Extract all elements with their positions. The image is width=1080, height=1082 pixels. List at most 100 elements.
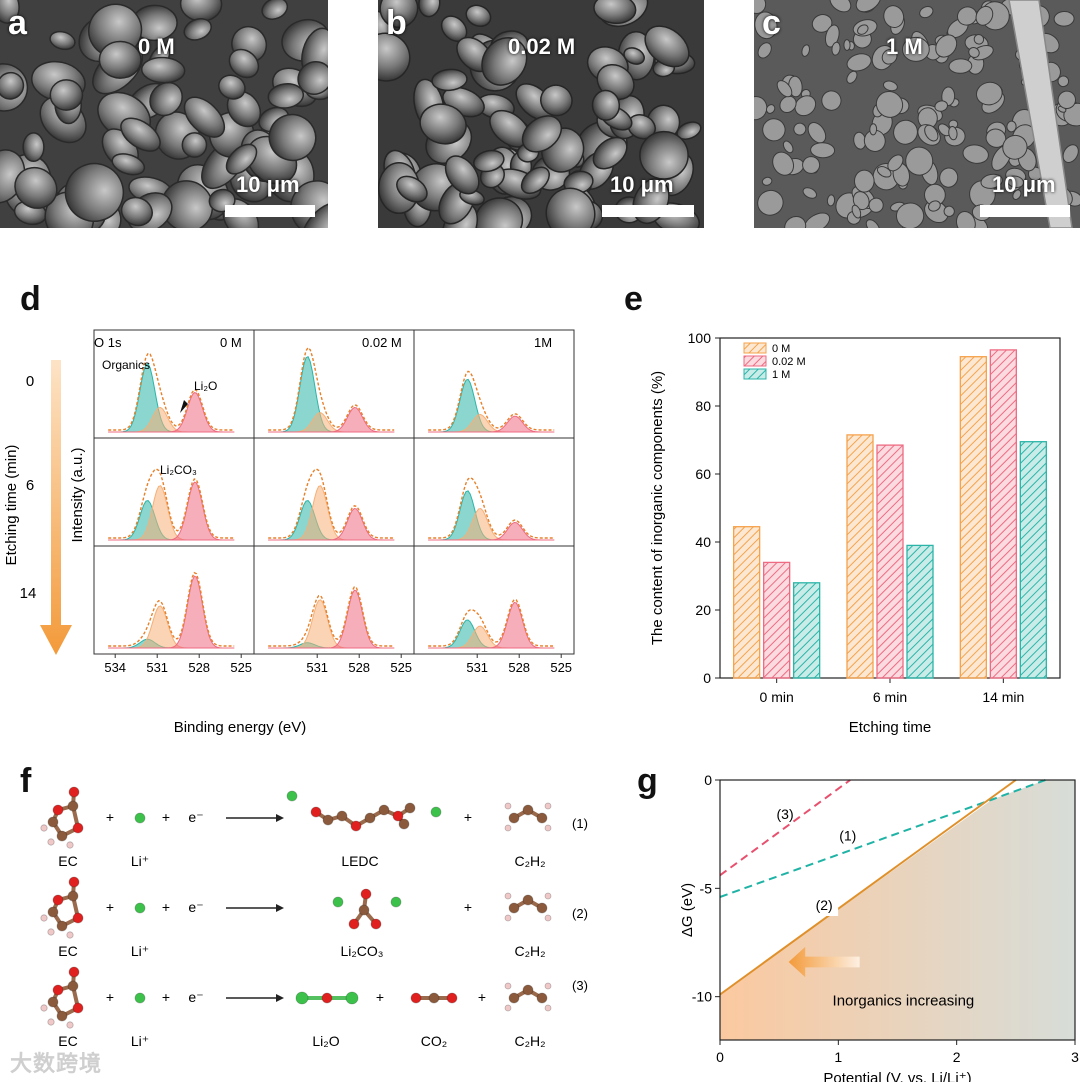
series-label: (2): [816, 897, 833, 913]
product-label: Li₂CO₃: [340, 943, 383, 959]
x-tick-label: 1: [834, 1049, 842, 1065]
sem-grain: [782, 140, 794, 154]
legend-label: 0.02 M: [772, 356, 806, 368]
sem-label-c: 1 M: [886, 34, 923, 59]
sem-grain: [591, 89, 621, 121]
sem-grain: [218, 74, 246, 100]
sem-grain: [893, 119, 918, 145]
li2o-label: Li₂O: [194, 379, 217, 393]
x-tick-label: 0: [716, 1049, 724, 1065]
y-tick-label: -5: [700, 880, 713, 896]
atom: [67, 980, 79, 992]
reactant-ec-label: EC: [58, 853, 77, 869]
atom: [345, 991, 359, 1005]
sem-grain: [1057, 90, 1076, 109]
plus-sign: +: [464, 809, 472, 825]
atom: [68, 876, 80, 888]
atom: [390, 896, 402, 908]
sem-grain: [935, 34, 958, 58]
atom: [72, 912, 84, 924]
atom: [544, 1004, 552, 1012]
bar: [846, 434, 874, 679]
atom: [522, 984, 534, 996]
atom: [508, 812, 520, 824]
x-tick-label: 2: [953, 1049, 961, 1065]
xps-figure: Etching time (min) 0 6 14 Intensity (a.u…: [3, 329, 575, 736]
sem-grain: [540, 84, 573, 117]
sem-grain: [0, 71, 25, 100]
xps-envelope: [108, 352, 235, 431]
sem-grain: [934, 100, 949, 112]
xps-peak: [428, 601, 555, 649]
reactant-li-label: Li⁺: [131, 943, 149, 959]
y-tick-label: 100: [688, 330, 712, 346]
xps-peak: [428, 521, 555, 541]
atom: [286, 790, 298, 802]
bar: [906, 544, 934, 679]
sem-grain: [865, 219, 881, 228]
sem-grain: [831, 41, 841, 56]
reactant-li-label: Li⁺: [131, 853, 149, 869]
col-label-002M: 0.02 M: [362, 335, 402, 350]
sem-grain: [378, 32, 411, 82]
sem-grain: [765, 104, 776, 114]
legend-swatch: [743, 368, 767, 380]
sem-grain: [754, 11, 778, 40]
product-c2h2-label: C₂H₂: [514, 943, 545, 959]
atom: [134, 812, 146, 824]
sem-grain: [465, 4, 492, 28]
atom: [336, 810, 348, 822]
sem-grain: [811, 14, 833, 33]
sem-grain: [956, 6, 978, 26]
panel-letter-d: d: [20, 280, 41, 318]
sem-grain: [22, 132, 45, 163]
sem-grain: [854, 169, 875, 193]
sem-grain: [928, 200, 941, 212]
atom: [536, 902, 548, 914]
sem-grain: [261, 0, 289, 20]
sem-grain: [1006, 120, 1017, 133]
bar: [876, 444, 904, 679]
sem-grain: [268, 113, 317, 162]
atom: [378, 804, 390, 816]
sem-grain: [49, 30, 76, 51]
y-tick-label: 40: [695, 534, 711, 550]
sem-grain: [181, 132, 208, 158]
xps-tick-label: 531: [306, 660, 328, 675]
sem-grain: [754, 0, 767, 14]
sem-grain: [802, 187, 818, 199]
organics-label: Organics: [102, 358, 150, 372]
atom: [56, 830, 68, 842]
atom: [332, 896, 344, 908]
x-axis-label: Etching time: [849, 719, 932, 736]
atom: [52, 894, 64, 906]
sem-grain: [431, 68, 468, 92]
xps-tick-label: 525: [550, 660, 572, 675]
xps-subplot: [413, 437, 575, 547]
product-label: LEDC: [341, 853, 378, 869]
xps-envelope: [108, 468, 235, 539]
atom: [67, 800, 79, 812]
scale-label-a: 10 μm: [236, 172, 300, 197]
xps-tick-label: 528: [188, 660, 210, 675]
xps-tick-label: 528: [508, 660, 530, 675]
fiber-shape: [1008, 0, 1073, 228]
sem-grain: [444, 155, 480, 195]
atom: [66, 931, 74, 939]
sem-grain: [267, 83, 305, 109]
sem-image-b: b 0.02 M 10 μm: [378, 0, 704, 228]
atom: [364, 812, 376, 824]
sem-grain: [851, 204, 862, 219]
plus-sign: +: [106, 809, 114, 825]
sem-grain: [919, 6, 934, 19]
sem-grain: [869, 123, 878, 136]
sem-grain: [975, 5, 994, 26]
atom: [358, 904, 370, 916]
sem-grain: [225, 143, 258, 175]
sem-label-b: 0.02 M: [508, 34, 576, 59]
product-c2h2-label: C₂H₂: [514, 1033, 545, 1049]
sem-grain: [905, 146, 934, 176]
atom: [66, 1021, 74, 1029]
atom: [522, 804, 534, 816]
atom: [504, 914, 512, 922]
